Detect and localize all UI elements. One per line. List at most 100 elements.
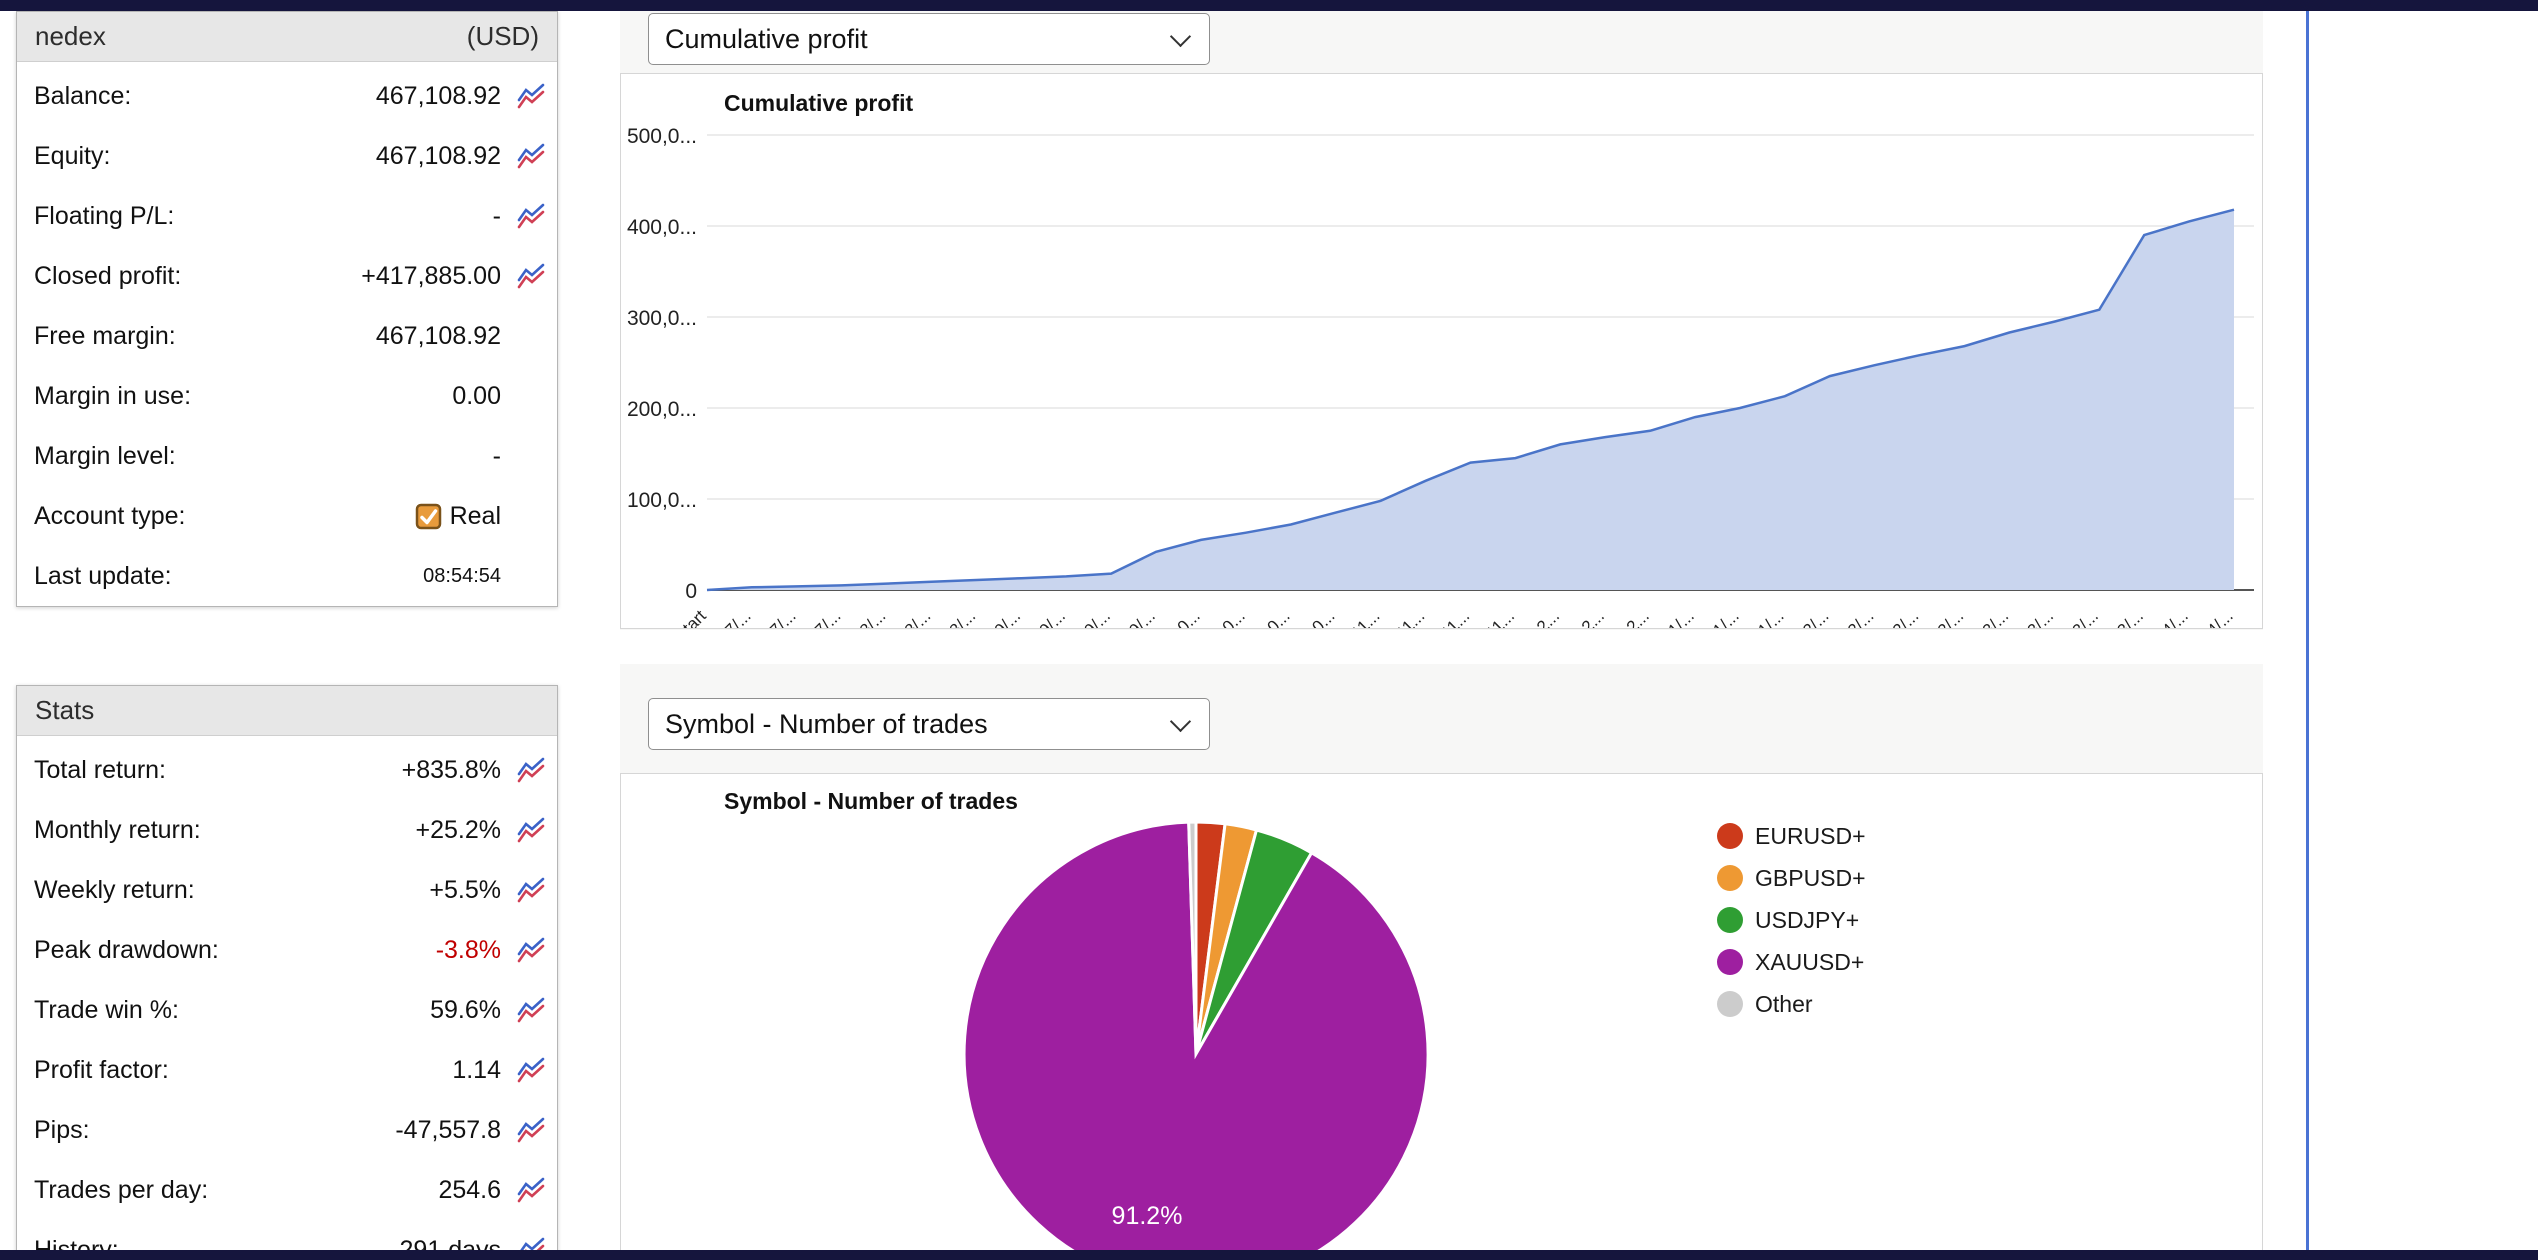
x-axis-tick-label: 9/... — [1125, 606, 1158, 628]
chart-icon[interactable] — [517, 1056, 545, 1084]
x-axis-tick-label: 12... — [1526, 606, 1563, 628]
table-row: Last update: 08:54:54 — [17, 546, 557, 606]
x-axis-tick-label: 3/... — [2024, 606, 2057, 628]
symbol-trades-chart-box: 91.2% Symbol - Number of trades EURUSD+ GBP… — [620, 773, 2263, 1260]
legend-dot — [1717, 823, 1743, 849]
x-axis-tick-label: 8/... — [901, 606, 934, 628]
y-axis-tick-label: 200,0... — [627, 398, 697, 421]
chart-icon[interactable] — [517, 876, 545, 904]
table-row: Profit factor: 1.14 — [17, 1040, 557, 1100]
y-axis-tick-label: 0 — [685, 580, 697, 603]
x-axis-tick-label: 11... — [1348, 606, 1384, 628]
row-icon-slot — [501, 996, 545, 1024]
x-axis-tick-label: 9/... — [1081, 606, 1114, 628]
chart-icon[interactable] — [517, 816, 545, 844]
row-label: Weekly return: — [34, 875, 195, 904]
row-value: 59.6% — [430, 995, 501, 1024]
row-label: Floating P/L: — [34, 201, 175, 230]
legend-dot — [1717, 865, 1743, 891]
table-row: Equity: 467,108.92 — [17, 126, 557, 186]
x-axis-tick-label: 10... — [1167, 606, 1204, 628]
x-axis-tick-label: 8/... — [946, 606, 979, 628]
x-axis-tick-label: 3/... — [2114, 606, 2147, 628]
table-row: Trade win %: 59.6% — [17, 980, 557, 1040]
x-axis-tick-label: 4/... — [2203, 606, 2236, 628]
row-icon-slot — [501, 1056, 545, 1084]
row-value: +417,885.00 — [361, 261, 501, 290]
checked-checkbox-icon — [415, 503, 441, 529]
x-axis-tick-label: 3/... — [1979, 606, 2012, 628]
legend-item: GBPUSD+ — [1755, 865, 1866, 891]
y-axis-tick-label: 500,0... — [627, 125, 697, 148]
x-axis-tick-label: 11... — [1482, 606, 1518, 628]
table-row: Free margin: 467,108.92 — [17, 306, 557, 366]
row-label: Last update: — [34, 561, 172, 590]
x-axis-tick-label: 1/... — [1664, 606, 1697, 628]
legend-dot — [1717, 907, 1743, 933]
table-row: Margin level: - — [17, 426, 557, 486]
row-icon-slot — [501, 816, 545, 844]
x-axis-tick-label: 11... — [1437, 606, 1473, 628]
row-value: 08:54:54 — [423, 564, 501, 587]
row-value: 254.6 — [438, 1175, 501, 1204]
cumulative-chart-select[interactable]: Cumulative profit — [648, 13, 1210, 65]
x-axis-tick-label: 2/... — [1934, 606, 1967, 628]
row-label: Monthly return: — [34, 815, 201, 844]
row-label: Equity: — [34, 141, 111, 170]
legend-dot — [1717, 949, 1743, 975]
x-axis-tick-label: 8/... — [856, 606, 889, 628]
chart-icon[interactable] — [517, 756, 545, 784]
chart-icon[interactable] — [517, 1176, 545, 1204]
stats-title: Stats — [35, 695, 95, 725]
table-row: Account type: Real — [17, 486, 557, 546]
chart-icon[interactable] — [517, 202, 545, 230]
legend-item: Other — [1755, 991, 1813, 1017]
chart-icon[interactable] — [517, 82, 545, 110]
table-row: Total return: +835.8% — [17, 740, 557, 800]
table-row: Balance: 467,108.92 — [17, 66, 557, 126]
x-axis-tick-label: 10... — [1257, 606, 1294, 628]
row-icon-slot — [501, 262, 545, 290]
y-axis-tick-label: 400,0... — [627, 216, 697, 239]
x-axis-tick-label: 1/... — [1754, 606, 1787, 628]
chart-icon[interactable] — [517, 1116, 545, 1144]
row-label: Peak drawdown: — [34, 935, 219, 964]
row-label: Closed profit: — [34, 261, 182, 290]
bottom-window-bar — [0, 1250, 2538, 1260]
chart-icon[interactable] — [517, 936, 545, 964]
row-label: Profit factor: — [34, 1055, 169, 1084]
table-row: Monthly return: +25.2% — [17, 800, 557, 860]
row-value: 1.14 — [452, 1055, 501, 1084]
table-row: Floating P/L: - — [17, 186, 557, 246]
cumulative-profit-chart: 0 100,0... 200,0... 300,0... 400,0... 500,0..… — [627, 90, 2254, 628]
top-window-bar — [0, 0, 2538, 11]
profit-line — [706, 208, 2235, 592]
row-value: - — [492, 201, 501, 230]
row-value: -3.8% — [435, 935, 501, 964]
chart-icon[interactable] — [517, 142, 545, 170]
stats-panel: Stats Total return: +835.8% Monthly return… — [16, 685, 558, 1260]
row-value: - — [492, 441, 501, 470]
row-value: +25.2% — [415, 815, 502, 844]
x-axis-tick-label: 9/... — [1036, 606, 1069, 628]
row-value: 467,108.92 — [375, 141, 501, 170]
row-value: 0.00 — [452, 381, 501, 410]
right-panel-divider — [2306, 11, 2309, 1250]
cumulative-profit-chart-box: 0 100,0... 200,0... 300,0... 400,0... 500,0..… — [620, 73, 2263, 629]
pie-chart-select[interactable]: Symbol - Number of trades — [648, 698, 1210, 750]
legend-item: EURUSD+ — [1755, 823, 1866, 849]
row-label: Balance: — [34, 81, 132, 110]
chart-icon[interactable] — [517, 262, 545, 290]
pie-slice-xauusd — [962, 820, 1430, 1260]
symbol-trades-section: Symbol - Number of trades 91.2% Symbol - … — [620, 664, 2263, 1260]
pie-data-label: 91.2% — [1112, 1202, 1183, 1230]
row-label: Pips: — [34, 1115, 90, 1144]
area-fill — [707, 209, 2234, 590]
x-axis-tick-label: 1/... — [1709, 606, 1742, 628]
pie-slice-other — [1187, 820, 1198, 1055]
symbol-trades-pie-chart: 91.2% Symbol - Number of trades EURUSD+ GBP… — [724, 788, 1866, 1260]
x-axis-tick-label: 7/... — [766, 606, 799, 628]
stats-panel-header: Stats — [17, 686, 557, 736]
legend-item: USDJPY+ — [1755, 907, 1859, 933]
chart-icon[interactable] — [517, 996, 545, 1024]
